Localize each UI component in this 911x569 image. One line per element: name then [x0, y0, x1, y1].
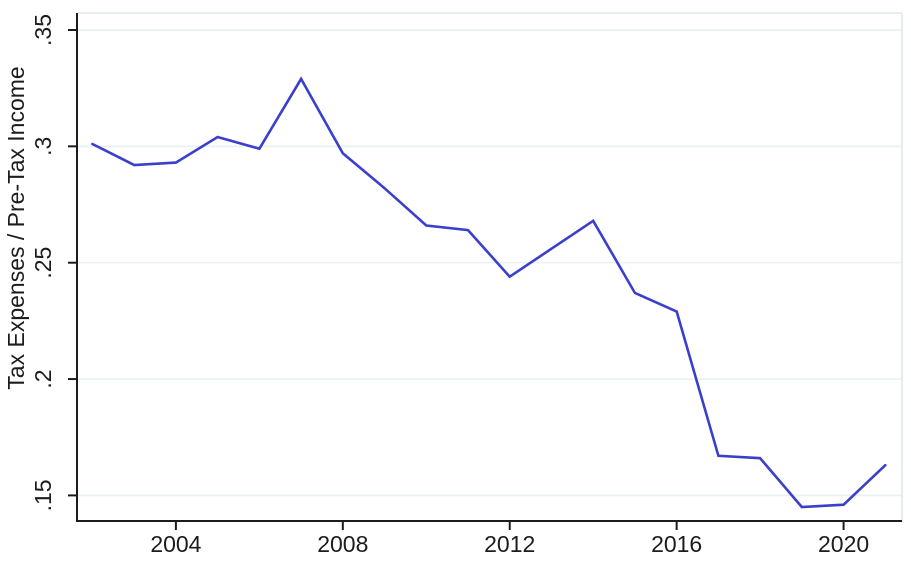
series-layer	[91, 76, 887, 509]
y-tick-label: .2	[30, 369, 56, 388]
y-tick-label: .35	[30, 14, 56, 46]
x-tick-label: 2016	[651, 531, 702, 557]
x-tick-label: 2020	[818, 531, 869, 557]
plot-border-layer	[77, 12, 903, 521]
y-tick-label: .15	[30, 479, 56, 511]
y-axis-title: Tax Expenses / Pre-Tax Income	[3, 66, 29, 389]
gridlines-layer	[78, 29, 902, 497]
x-tick-label: 2008	[317, 531, 368, 557]
x-tick-label: 2004	[150, 531, 201, 557]
data-line	[91, 76, 887, 509]
x-tick-label: 2012	[484, 531, 535, 557]
y-tick-label: .25	[30, 247, 56, 279]
y-tick-label: .3	[30, 137, 56, 156]
axes-layer: .15 .2 .25 .3 .35 2004 2008 2012 2016 2020	[30, 13, 902, 557]
